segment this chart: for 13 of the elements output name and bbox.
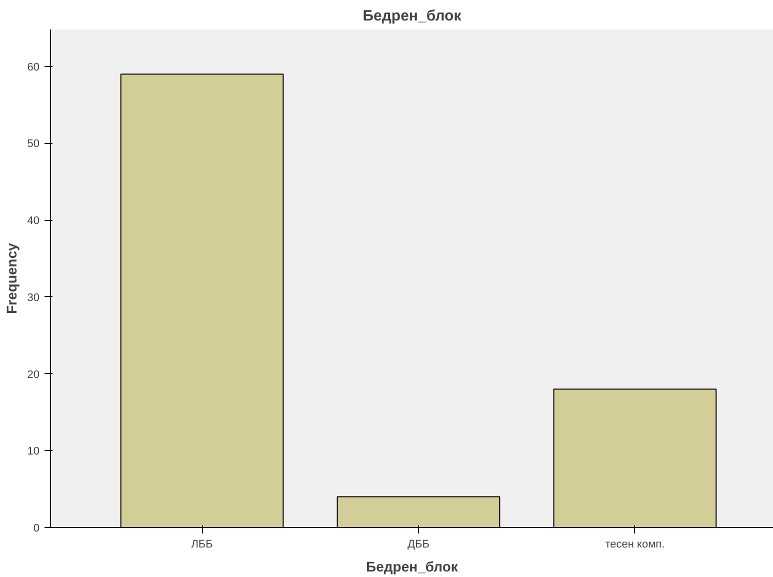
- x-tick-label: ЛББ: [191, 538, 213, 550]
- x-tick-label: тесен комп.: [605, 538, 665, 550]
- y-axis-title: Frequency: [3, 242, 20, 314]
- y-tick-label: 50: [27, 138, 40, 150]
- y-tick-label: 60: [27, 61, 40, 74]
- y-tick-label: 0: [33, 522, 40, 534]
- y-tick-label: 30: [27, 292, 40, 304]
- x-axis-title: Бедрен_блок: [366, 558, 459, 574]
- y-tick-label: 20: [27, 368, 40, 381]
- chart-title: Бедрен_блок: [362, 8, 462, 24]
- y-tick-label: 10: [27, 446, 40, 458]
- x-tick-label: ДББ: [408, 538, 430, 550]
- y-tick-label: 40: [27, 215, 40, 228]
